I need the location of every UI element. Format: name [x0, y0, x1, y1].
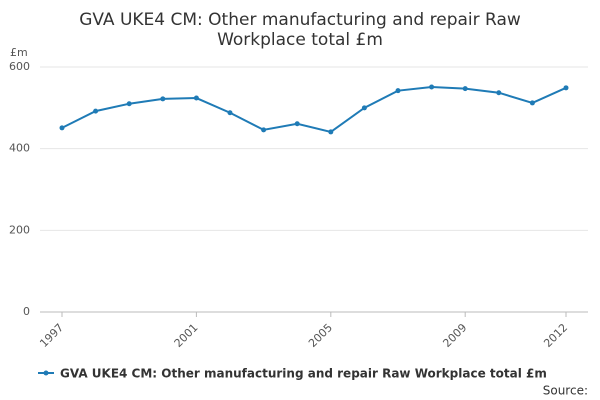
y-axis-label: £m: [10, 46, 28, 59]
x-tick-label: 2009: [440, 321, 469, 350]
x-tick-label: 2001: [172, 321, 201, 350]
data-point: [227, 110, 233, 116]
data-point: [261, 127, 267, 133]
y-tick-label: 0: [23, 305, 30, 318]
data-point: [361, 105, 367, 111]
y-tick-label: 600: [9, 60, 30, 73]
data-point: [429, 84, 435, 90]
data-point: [126, 101, 132, 107]
source: Source:: [543, 384, 588, 398]
y-tick-label: 400: [9, 142, 30, 155]
x-tick-label: 2012: [541, 321, 570, 350]
data-point: [496, 90, 502, 96]
data-point: [395, 88, 401, 94]
series-line: [61, 86, 567, 134]
data-point: [193, 95, 199, 101]
data-point: [93, 108, 99, 114]
data-point: [160, 96, 166, 102]
legend-swatch: [43, 370, 49, 376]
y-tick-label: 200: [9, 223, 30, 236]
data-point: [294, 121, 300, 127]
data-point: [328, 129, 334, 135]
x-tick-label: 1997: [37, 321, 66, 350]
chart-title: GVA UKE4 CM: Other manufacturing and rep…: [79, 10, 521, 30]
data-point: [59, 125, 65, 131]
x-tick-label: 2005: [306, 321, 335, 350]
data-point: [462, 86, 468, 92]
data-point: [529, 100, 535, 106]
data-point: [563, 85, 569, 91]
chart-title: Workplace total £m: [217, 30, 383, 50]
legend-label: GVA UKE4 CM: Other manufacturing and rep…: [60, 367, 547, 381]
